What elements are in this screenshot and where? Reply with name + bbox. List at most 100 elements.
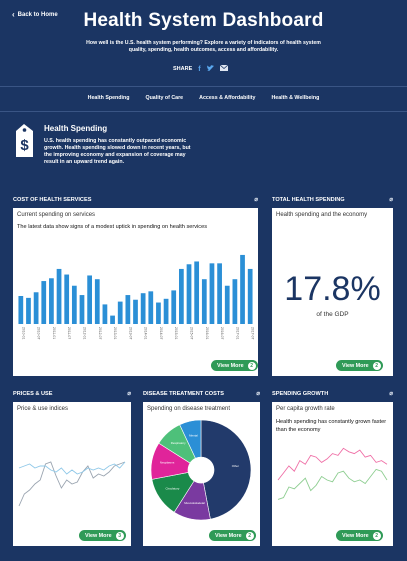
nav-health-wellbeing[interactable]: Health & Wellbeing [271, 95, 320, 101]
back-label: Back to Home [17, 12, 58, 18]
view-more-count: 2 [247, 361, 256, 370]
view-more-label: View More [85, 532, 112, 539]
bar [156, 302, 161, 324]
nav-quality-of-care[interactable]: Quality of Care [145, 95, 184, 101]
gdp-caption: of the GDP [316, 311, 349, 318]
tick-label: 2017-01 [235, 327, 239, 340]
growth-view-more-button[interactable]: View More 2 [336, 530, 383, 541]
growth-card: Per capita growth rate Health spending h… [272, 402, 393, 546]
paperclip-icon[interactable]: ⌀ [127, 391, 131, 397]
facebook-icon[interactable]: f [198, 65, 201, 73]
nav-health-spending[interactable]: Health Spending [87, 95, 130, 101]
bar [102, 304, 108, 324]
view-more-label: View More [215, 532, 242, 539]
bar [56, 268, 62, 324]
view-more-count: 2 [372, 531, 381, 540]
bar [26, 297, 31, 324]
slice-label: Circulatory [166, 486, 180, 490]
page-subtitle: How well is the U.S. health system perfo… [86, 40, 321, 53]
intro-heading: Health Spending [44, 124, 108, 133]
prices-line-chart [18, 461, 126, 507]
tick-label: 2011-01 [52, 327, 56, 339]
slice-label: Neoplasms [160, 461, 175, 465]
slice-label: Other [232, 464, 239, 468]
bar [209, 263, 215, 324]
total-view-more-button[interactable]: View More 2 [336, 360, 383, 371]
share-bar: SHARE f [173, 64, 228, 73]
intro-text: U.S. health spending has constantly outp… [44, 138, 191, 165]
paperclip-icon[interactable]: ⌀ [254, 197, 258, 203]
tick-label: 2013-07 [128, 327, 132, 340]
disease-view-more-button[interactable]: View More 2 [209, 530, 256, 541]
chevron-left-icon: ‹ [12, 10, 15, 19]
bar [125, 295, 131, 324]
prices-card-header: PRICES & USE ⌀ [13, 390, 131, 398]
tick-label: 2016-01 [205, 327, 209, 340]
back-to-home-link[interactable]: ‹ Back to Home [12, 10, 58, 19]
disease-card-header: DISEASE TREATMENT COSTS ⌀ [143, 390, 260, 398]
section-nav: Health Spending Quality of Care Access &… [0, 95, 407, 101]
bar [71, 285, 77, 324]
disease-card: Spending on disease treatment Other Muscu… [143, 402, 260, 546]
nav-divider-bottom [0, 111, 407, 112]
bar [186, 264, 192, 324]
bar [148, 291, 154, 324]
donut-hole [189, 458, 213, 482]
pie-slice [200, 419, 252, 520]
paperclip-icon[interactable]: ⌀ [389, 391, 393, 397]
email-icon[interactable] [219, 64, 228, 73]
cost-card: Current spending on services The latest … [13, 208, 258, 376]
growth-card-title: SPENDING GROWTH [272, 390, 329, 397]
svg-text:$: $ [20, 137, 29, 154]
bar [171, 290, 177, 324]
bar [133, 299, 138, 324]
series-line [277, 447, 388, 481]
paperclip-icon[interactable]: ⌀ [389, 197, 393, 203]
total-card-header: TOTAL HEALTH SPENDING ⌀ [272, 196, 393, 204]
series-line [18, 461, 126, 475]
cost-chart-title: Current spending on services [17, 212, 96, 218]
view-more-label: View More [342, 362, 369, 369]
bar [64, 274, 70, 324]
bar [163, 298, 169, 324]
bar [232, 279, 238, 324]
view-more-count: 3 [115, 531, 124, 540]
bar [201, 279, 207, 324]
bar [33, 292, 39, 324]
bar [217, 263, 222, 324]
view-more-count: 2 [245, 531, 254, 540]
growth-chart-subtitle: Health spending has constantly grown fas… [276, 419, 387, 433]
growth-line-chart [277, 447, 388, 500]
tick-label: 2014-01 [144, 327, 148, 340]
tick-label: 2015-07 [190, 327, 194, 340]
view-more-label: View More [342, 532, 369, 539]
series-line [18, 461, 126, 507]
tick-label: 2012-01 [82, 327, 86, 340]
view-more-label: View More [217, 362, 244, 369]
pie-slice [179, 419, 202, 459]
nav-access-affordability[interactable]: Access & Affordability [199, 95, 256, 101]
disease-card-title: DISEASE TREATMENT COSTS [143, 390, 225, 397]
series-line [277, 468, 388, 500]
tick-label: 2011-07 [67, 327, 71, 339]
total-card-title: TOTAL HEALTH SPENDING [272, 196, 345, 203]
twitter-icon[interactable] [206, 65, 214, 73]
tick-label: 2013-01 [113, 327, 117, 340]
prices-view-more-button[interactable]: View More 3 [79, 530, 126, 541]
bar [117, 301, 123, 324]
bar [110, 315, 115, 324]
share-label: SHARE [173, 66, 193, 72]
bar [41, 281, 47, 324]
bar [194, 261, 200, 324]
slice-label: Mental [189, 433, 198, 437]
view-more-count: 2 [372, 361, 381, 370]
bar [247, 268, 253, 324]
prices-card-title: PRICES & USE [13, 390, 53, 397]
disease-chart-title: Spending on disease treatment [147, 406, 231, 412]
tick-label: 2014-07 [159, 327, 163, 340]
cost-view-more-button[interactable]: View More 2 [211, 360, 258, 371]
total-card: Health spending and the economy 17.8% of… [272, 208, 393, 376]
paperclip-icon[interactable]: ⌀ [256, 391, 260, 397]
growth-card-header: SPENDING GROWTH ⌀ [272, 390, 393, 398]
total-chart-title: Health spending and the economy [276, 212, 368, 218]
